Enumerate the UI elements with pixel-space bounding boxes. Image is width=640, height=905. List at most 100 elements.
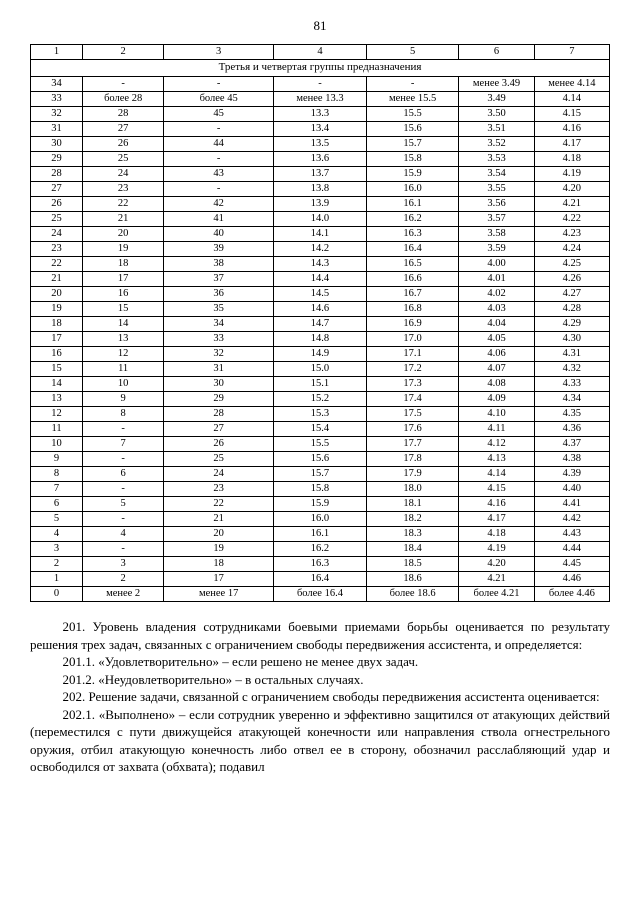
- cell: 39: [164, 242, 274, 257]
- cell: 4.00: [459, 257, 534, 272]
- cell: 4.28: [534, 302, 609, 317]
- table-row: 0менее 2менее 17более 16.4более 18.6боле…: [31, 587, 610, 602]
- cell: 13: [83, 332, 164, 347]
- cell: 12: [31, 407, 83, 422]
- cell: 16.0: [366, 182, 459, 197]
- cell: 4.01: [459, 272, 534, 287]
- cell: 3.53: [459, 152, 534, 167]
- cell: 4.43: [534, 527, 609, 542]
- table-row: 3127-13.415.63.514.16: [31, 122, 610, 137]
- cell: менее 13.3: [274, 92, 367, 107]
- cell: 18.1: [366, 497, 459, 512]
- cell: 29: [164, 392, 274, 407]
- cell: 4: [31, 527, 83, 542]
- cell: 13.4: [274, 122, 367, 137]
- cell: 3.52: [459, 137, 534, 152]
- cell: 4.18: [534, 152, 609, 167]
- cell: 13.5: [274, 137, 367, 152]
- cell: 4.03: [459, 302, 534, 317]
- table-row: 26224213.916.13.564.21: [31, 197, 610, 212]
- cell: 4.40: [534, 482, 609, 497]
- cell: 15.6: [274, 452, 367, 467]
- cell: 18.5: [366, 557, 459, 572]
- cell: 7: [31, 482, 83, 497]
- table-row: 19153514.616.84.034.28: [31, 302, 610, 317]
- cell: 37: [164, 272, 274, 287]
- cell: 28: [164, 407, 274, 422]
- cell: 20: [31, 287, 83, 302]
- cell: 11: [31, 422, 83, 437]
- cell: 2: [31, 557, 83, 572]
- cell: 26: [31, 197, 83, 212]
- cell: более 18.6: [366, 587, 459, 602]
- col-header: 4: [274, 45, 367, 60]
- cell: 13.8: [274, 182, 367, 197]
- cell: более 16.4: [274, 587, 367, 602]
- cell: 4.11: [459, 422, 534, 437]
- cell: более 28: [83, 92, 164, 107]
- group-title: Третья и четвертая группы предназначения: [31, 60, 610, 77]
- paragraph: 202. Решение задачи, связанной с огранич…: [30, 688, 610, 706]
- cell: 38: [164, 257, 274, 272]
- cell: 16.4: [366, 242, 459, 257]
- cell: 15.2: [274, 392, 367, 407]
- cell: 42: [164, 197, 274, 212]
- cell: 3.54: [459, 167, 534, 182]
- cell: 4.32: [534, 362, 609, 377]
- cell: 20: [83, 227, 164, 242]
- body-text: 201. Уровень владения сотрудниками боевы…: [30, 618, 610, 776]
- cell: 4.37: [534, 437, 609, 452]
- cell: 15: [83, 302, 164, 317]
- cell: -: [83, 482, 164, 497]
- cell: 15.9: [274, 497, 367, 512]
- cell: 13.6: [274, 152, 367, 167]
- paragraph: 201. Уровень владения сотрудниками боевы…: [30, 618, 610, 653]
- cell: 41: [164, 212, 274, 227]
- cell: 19: [31, 302, 83, 317]
- cell: 25: [164, 452, 274, 467]
- cell: 17.9: [366, 467, 459, 482]
- cell: 3.57: [459, 212, 534, 227]
- cell: 18.6: [366, 572, 459, 587]
- cell: 4.29: [534, 317, 609, 332]
- cell: 16.4: [274, 572, 367, 587]
- cell: 10: [31, 437, 83, 452]
- cell: 15.8: [366, 152, 459, 167]
- cell: 3: [83, 557, 164, 572]
- cell: 11: [83, 362, 164, 377]
- cell: 26: [164, 437, 274, 452]
- cell: 4.34: [534, 392, 609, 407]
- cell: 5: [83, 497, 164, 512]
- cell: 15.3: [274, 407, 367, 422]
- cell: 17.2: [366, 362, 459, 377]
- cell: 4.45: [534, 557, 609, 572]
- cell: 33: [31, 92, 83, 107]
- table-row: 2925-13.615.83.534.18: [31, 152, 610, 167]
- cell: 44: [164, 137, 274, 152]
- cell: 23: [83, 182, 164, 197]
- cell: 4.14: [459, 467, 534, 482]
- cell: 17.1: [366, 347, 459, 362]
- cell: 4.15: [534, 107, 609, 122]
- cell: 3.58: [459, 227, 534, 242]
- cell: 16.5: [366, 257, 459, 272]
- cell: 8: [31, 467, 83, 482]
- cell: 14.5: [274, 287, 367, 302]
- cell: -: [83, 542, 164, 557]
- cell: 4.27: [534, 287, 609, 302]
- cell: 28: [31, 167, 83, 182]
- cell: 29: [31, 152, 83, 167]
- cell: 16.1: [274, 527, 367, 542]
- cell: 23: [31, 242, 83, 257]
- cell: 4.17: [534, 137, 609, 152]
- cell: 18.4: [366, 542, 459, 557]
- cell: более 4.21: [459, 587, 534, 602]
- table-row: 25214114.016.23.574.22: [31, 212, 610, 227]
- cell: 4: [83, 527, 164, 542]
- cell: 17.0: [366, 332, 459, 347]
- cell: 4.02: [459, 287, 534, 302]
- cell: 16.3: [274, 557, 367, 572]
- table-row: 33более 28более 45менее 13.3менее 15.53.…: [31, 92, 610, 107]
- table-row: 17133314.817.04.054.30: [31, 332, 610, 347]
- cell: 14.7: [274, 317, 367, 332]
